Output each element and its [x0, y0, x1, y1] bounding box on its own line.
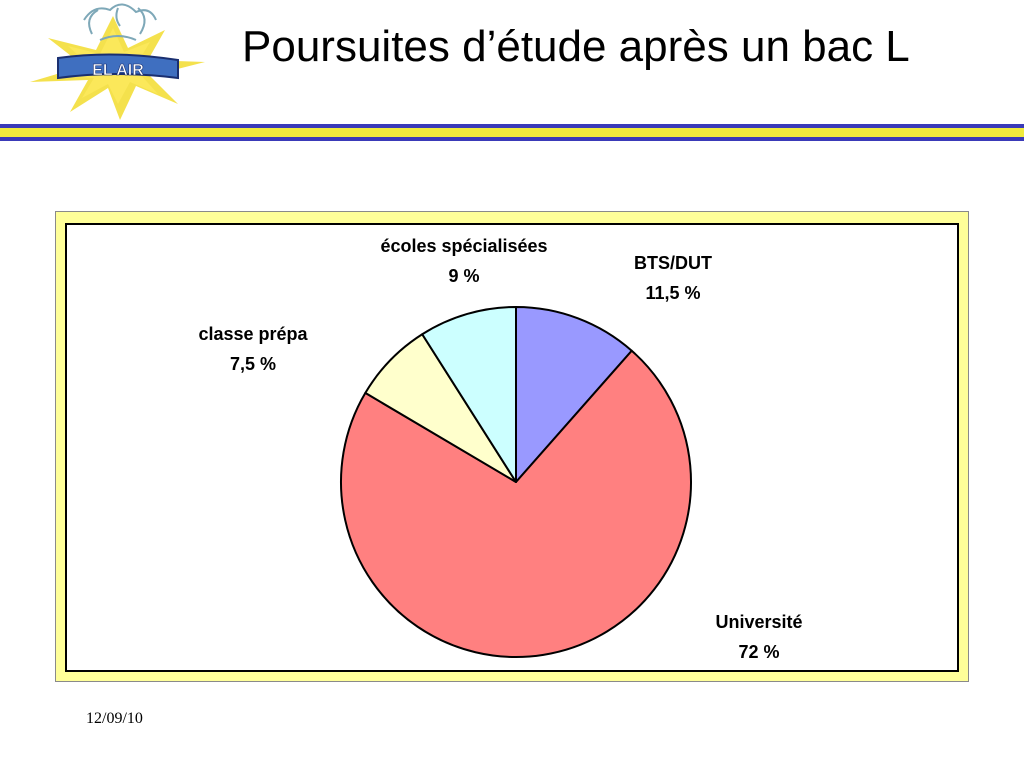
slice-value-label-4: 9 %: [448, 266, 479, 286]
header-rule-yellow: [0, 128, 1024, 137]
pie-chart: BTS/DUT 11,5 % Université 72 % classe prépa 7…: [56, 212, 968, 681]
pie-slice-1: [515, 306, 633, 483]
svg-text:EL AIR: EL AIR: [92, 62, 144, 79]
slice-label-4: écoles spécialisées: [380, 236, 547, 256]
slice-value-label-3: 7,5 %: [230, 354, 276, 374]
pie-slices: [340, 306, 692, 658]
slice-label-1: BTS/DUT: [634, 253, 712, 273]
logo-banner: EL AIR: [57, 53, 179, 79]
slice-value-label-2: 72 %: [738, 642, 779, 662]
pie-labels: BTS/DUT 11,5 % Université 72 % classe prépa 7…: [198, 236, 802, 662]
school-logo: EL AIR: [0, 0, 226, 124]
slice-label-2: Université: [715, 612, 802, 632]
slice-label-3: classe prépa: [198, 324, 308, 344]
pie-slice-2: [340, 349, 692, 658]
slice-value-label-1: 11,5 %: [645, 283, 700, 303]
header-rule-blue-top: [0, 124, 1024, 128]
wreath-icon: [83, 3, 157, 41]
page-title: Poursuites d’étude après un bac L: [242, 22, 910, 71]
slide-date: 12/09/10: [86, 710, 143, 727]
chart-container: BTS/DUT 11,5 % Université 72 % classe prépa 7…: [55, 211, 969, 682]
header-rule-blue-bottom: [0, 137, 1024, 141]
pie-slice-4: [421, 306, 517, 483]
